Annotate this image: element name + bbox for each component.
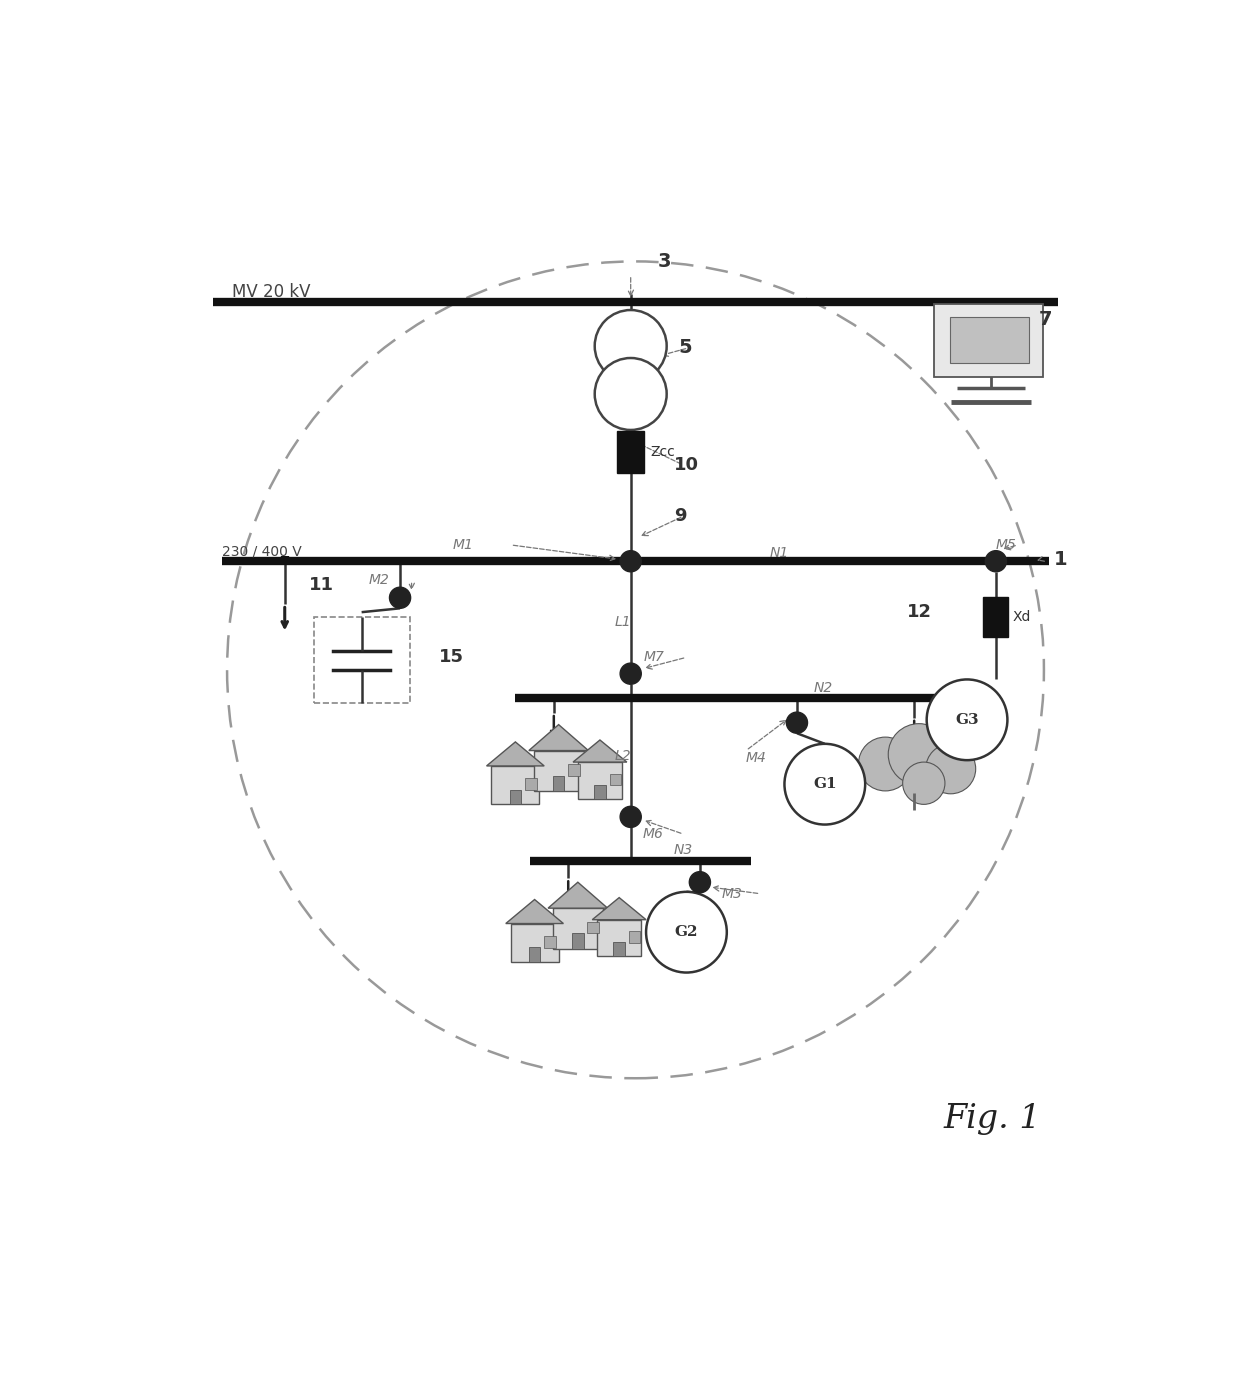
FancyBboxPatch shape [618, 430, 644, 472]
Text: 11: 11 [309, 577, 334, 595]
Circle shape [595, 358, 667, 430]
Bar [511, 924, 558, 963]
Circle shape [620, 807, 641, 827]
Circle shape [620, 550, 641, 571]
Text: N2: N2 [813, 681, 832, 695]
Polygon shape [528, 724, 589, 751]
Text: M1: M1 [453, 538, 474, 552]
Circle shape [986, 550, 1007, 571]
Text: M7: M7 [644, 651, 665, 664]
Text: 5: 5 [678, 338, 692, 358]
Bar [491, 766, 539, 804]
Text: M4: M4 [746, 751, 766, 765]
FancyBboxPatch shape [983, 596, 1008, 637]
Text: L1: L1 [614, 614, 631, 628]
Bar [553, 776, 564, 791]
Polygon shape [506, 900, 563, 924]
Text: 9: 9 [675, 507, 687, 525]
Bar [610, 773, 621, 786]
Bar [525, 779, 537, 790]
Polygon shape [548, 882, 608, 908]
Circle shape [620, 663, 641, 684]
Polygon shape [573, 740, 627, 762]
Bar [614, 942, 625, 956]
Circle shape [785, 744, 866, 825]
Circle shape [646, 892, 727, 972]
Text: G1: G1 [813, 777, 837, 791]
Bar [594, 784, 605, 798]
Text: M2: M2 [368, 574, 389, 588]
Text: Fig. 1: Fig. 1 [942, 1103, 1040, 1135]
Text: N3: N3 [675, 844, 693, 858]
Polygon shape [593, 897, 646, 919]
Text: Zcc: Zcc [650, 444, 675, 458]
Polygon shape [486, 742, 544, 766]
Bar [588, 922, 599, 933]
Text: 12: 12 [906, 603, 931, 621]
Text: 230 / 400 V: 230 / 400 V [222, 545, 303, 559]
Text: 3: 3 [657, 252, 671, 270]
Bar [553, 908, 603, 949]
Text: MV 20 kV: MV 20 kV [232, 283, 310, 301]
Bar [596, 919, 641, 956]
Circle shape [389, 588, 410, 609]
Circle shape [858, 737, 913, 791]
Text: M5: M5 [996, 538, 1017, 552]
Text: L2: L2 [614, 749, 631, 763]
Text: Xd: Xd [1012, 610, 1030, 624]
Text: N1: N1 [770, 546, 790, 560]
FancyBboxPatch shape [314, 617, 409, 703]
Circle shape [689, 872, 711, 893]
Circle shape [888, 723, 950, 786]
Bar [629, 932, 640, 943]
Text: M6: M6 [642, 827, 663, 841]
Text: G3: G3 [955, 713, 978, 727]
Bar [572, 933, 584, 949]
Text: 7: 7 [1039, 309, 1053, 329]
Circle shape [926, 744, 976, 794]
Circle shape [595, 311, 667, 382]
Text: M3: M3 [722, 887, 743, 901]
Circle shape [926, 680, 1007, 761]
FancyBboxPatch shape [935, 304, 1043, 376]
Bar [533, 751, 584, 791]
Bar [510, 790, 521, 804]
FancyBboxPatch shape [950, 318, 1028, 364]
Circle shape [903, 762, 945, 804]
Bar [578, 762, 622, 798]
Text: 1: 1 [1054, 550, 1068, 568]
Bar [568, 763, 580, 776]
Text: 15: 15 [439, 648, 464, 666]
Bar [528, 947, 541, 963]
Text: G2: G2 [675, 925, 698, 939]
Bar [544, 936, 556, 947]
Circle shape [786, 712, 807, 733]
Text: 10: 10 [675, 456, 699, 474]
